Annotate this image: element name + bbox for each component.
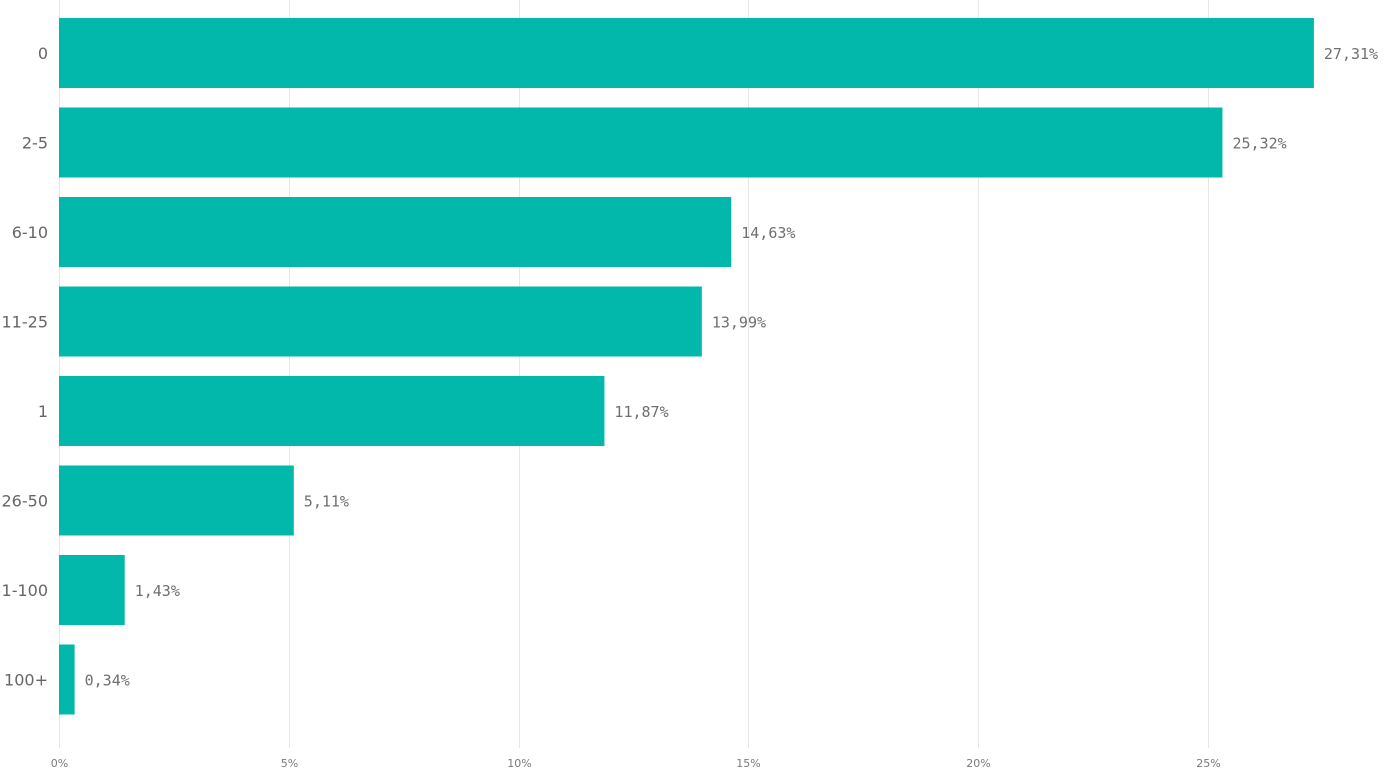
y-category-label: 26-50 [2, 492, 49, 511]
y-category-label: 0 [38, 44, 48, 63]
y-axis-category-labels: 0 2-5 6-10 11-25 1 26-50 51-100 100+ [0, 44, 48, 690]
bar [59, 465, 294, 536]
bar [59, 197, 732, 267]
bar [59, 286, 702, 357]
data-label: 27,31% [1324, 45, 1378, 63]
bar [59, 18, 1314, 88]
data-label: 13,99% [712, 314, 766, 332]
x-tick-label: 10% [507, 757, 531, 770]
y-category-label: 100+ [4, 671, 48, 690]
data-labels: 27,31% 25,32% 14,63% 13,99% 11,87% 5,11% 1,43%… [85, 45, 1378, 690]
x-axis-tick-labels: 0% 5% 10% 15% 20% 25% [51, 757, 1221, 770]
data-label: 1,43% [135, 582, 180, 600]
y-category-label: 2-5 [22, 134, 48, 153]
x-tick-label: 25% [1196, 757, 1220, 770]
data-label: 14,63% [741, 224, 795, 242]
y-category-label: 6-10 [12, 223, 48, 242]
y-category-label: 11-25 [2, 313, 49, 332]
x-tick-label: 20% [966, 757, 990, 770]
x-tick-label: 15% [736, 757, 760, 770]
bars [59, 18, 1314, 715]
x-tick-label: 5% [281, 757, 298, 770]
bar [59, 376, 605, 446]
bar [59, 644, 75, 715]
data-label: 11,87% [614, 403, 668, 421]
x-tick-label: 0% [51, 757, 68, 770]
bar [59, 555, 125, 625]
data-label: 25,32% [1232, 135, 1286, 153]
bar [59, 107, 1223, 178]
y-category-label: 1 [38, 402, 48, 421]
data-label: 0,34% [85, 672, 130, 690]
y-category-label: 51-100 [0, 581, 48, 600]
data-label: 5,11% [304, 493, 349, 511]
